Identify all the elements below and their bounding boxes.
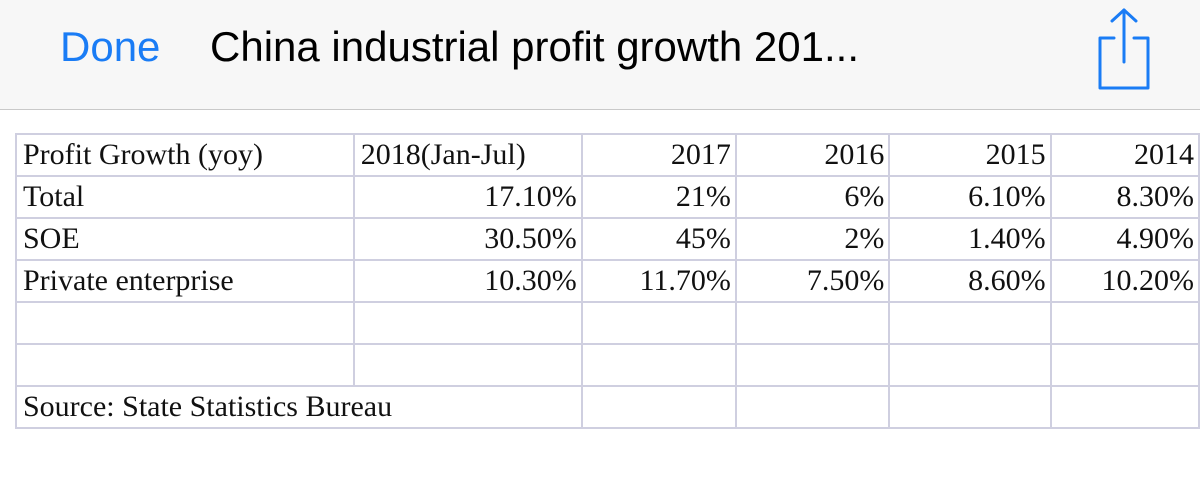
empty-cell[interactable] [352, 343, 583, 387]
navigation-bar: Done China industrial profit growth 201.… [0, 0, 1200, 110]
empty-row [15, 301, 1200, 345]
empty-cell[interactable] [1049, 343, 1200, 387]
table-cell[interactable]: 8.30% [1049, 175, 1200, 219]
empty-cell[interactable] [888, 301, 1052, 345]
table-row: Private enterprise 10.30% 11.70% 7.50% 8… [15, 259, 1200, 303]
page-title: China industrial profit growth 201... [210, 23, 860, 70]
table-cell[interactable]: 11.70% [580, 259, 737, 303]
table-cell[interactable]: 6% [734, 175, 891, 219]
table-header-row: Profit Growth (yoy) 2018(Jan-Jul) 2017 2… [15, 133, 1200, 177]
header-cell[interactable]: 2018(Jan-Jul) [352, 133, 583, 177]
empty-cell[interactable] [15, 343, 355, 387]
header-cell[interactable]: 2017 [580, 133, 737, 177]
share-icon [1098, 8, 1150, 90]
table-cell[interactable]: 17.10% [352, 175, 583, 219]
empty-cell[interactable] [352, 301, 583, 345]
empty-cell[interactable] [888, 385, 1052, 429]
empty-cell[interactable] [734, 343, 891, 387]
table-cell[interactable]: Total [15, 175, 355, 219]
empty-cell[interactable] [580, 385, 737, 429]
table-cell[interactable]: Private enterprise [15, 259, 355, 303]
empty-cell[interactable] [1049, 301, 1200, 345]
empty-cell[interactable] [1049, 385, 1200, 429]
table-cell[interactable]: 45% [580, 217, 737, 261]
table-cell[interactable]: 10.30% [352, 259, 583, 303]
header-cell[interactable]: 2015 [888, 133, 1052, 177]
empty-cell[interactable] [888, 343, 1052, 387]
empty-cell[interactable] [15, 301, 355, 345]
done-button[interactable]: Done [60, 23, 161, 70]
empty-cell[interactable] [734, 385, 891, 429]
table-cell[interactable]: 2% [734, 217, 891, 261]
source-row: Source: State Statistics Bureau [15, 385, 1200, 429]
empty-cell[interactable] [580, 343, 737, 387]
empty-row [15, 343, 1200, 387]
table-cell[interactable]: SOE [15, 217, 355, 261]
header-cell[interactable]: Profit Growth (yoy) [15, 133, 355, 177]
table-row: SOE 30.50% 45% 2% 1.40% 4.90% [15, 217, 1200, 261]
table-row: Total 17.10% 21% 6% 6.10% 8.30% [15, 175, 1200, 219]
table-cell[interactable]: 4.90% [1049, 217, 1200, 261]
source-note[interactable]: Source: State Statistics Bureau [15, 385, 583, 429]
table-cell[interactable]: 1.40% [888, 217, 1052, 261]
table-cell[interactable]: 7.50% [734, 259, 891, 303]
header-cell[interactable]: 2014 [1049, 133, 1200, 177]
table-cell[interactable]: 21% [580, 175, 737, 219]
empty-cell[interactable] [734, 301, 891, 345]
spreadsheet: Profit Growth (yoy) 2018(Jan-Jul) 2017 2… [15, 133, 1200, 429]
profit-growth-table: Profit Growth (yoy) 2018(Jan-Jul) 2017 2… [15, 133, 1200, 429]
table-cell[interactable]: 8.60% [888, 259, 1052, 303]
table-cell[interactable]: 6.10% [888, 175, 1052, 219]
table-cell[interactable]: 10.20% [1049, 259, 1200, 303]
table-cell[interactable]: 30.50% [352, 217, 583, 261]
header-cell[interactable]: 2016 [734, 133, 891, 177]
empty-cell[interactable] [580, 301, 737, 345]
share-button[interactable] [1094, 6, 1154, 90]
